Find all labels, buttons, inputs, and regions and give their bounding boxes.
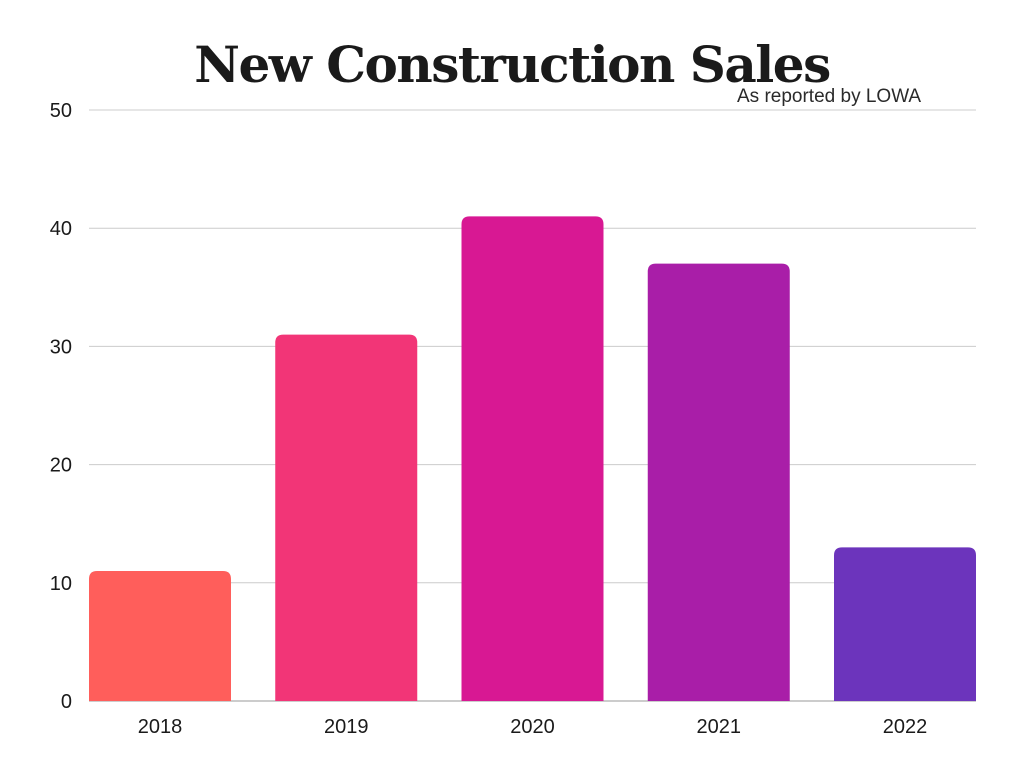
y-tick-label: 40	[50, 218, 72, 240]
y-tick-label: 50	[50, 100, 72, 122]
y-tick-label: 10	[50, 573, 72, 595]
y-tick-label: 20	[50, 455, 72, 477]
bars	[89, 216, 976, 701]
x-tick-label: 2019	[324, 716, 369, 738]
bar-2018	[89, 570, 231, 701]
bar-2019	[275, 334, 418, 701]
chart-subtitle: As reported by LOWA	[737, 86, 922, 107]
bar-2022	[834, 547, 976, 701]
y-tick-label: 0	[61, 691, 72, 713]
x-tick-label: 2020	[510, 716, 555, 738]
chart-title: New Construction Sales	[194, 35, 831, 94]
x-tick-label: 2021	[697, 716, 742, 738]
x-tick-label: 2022	[883, 716, 928, 738]
bar-2021	[647, 263, 790, 701]
x-axis-ticks: 2018 2019 2020 2021 2022	[138, 716, 928, 738]
bar-2020	[461, 216, 604, 701]
x-tick-label: 2018	[138, 716, 183, 738]
y-tick-label: 30	[50, 336, 72, 358]
y-axis-ticks: 0 10 20 30 40 50	[50, 100, 72, 713]
